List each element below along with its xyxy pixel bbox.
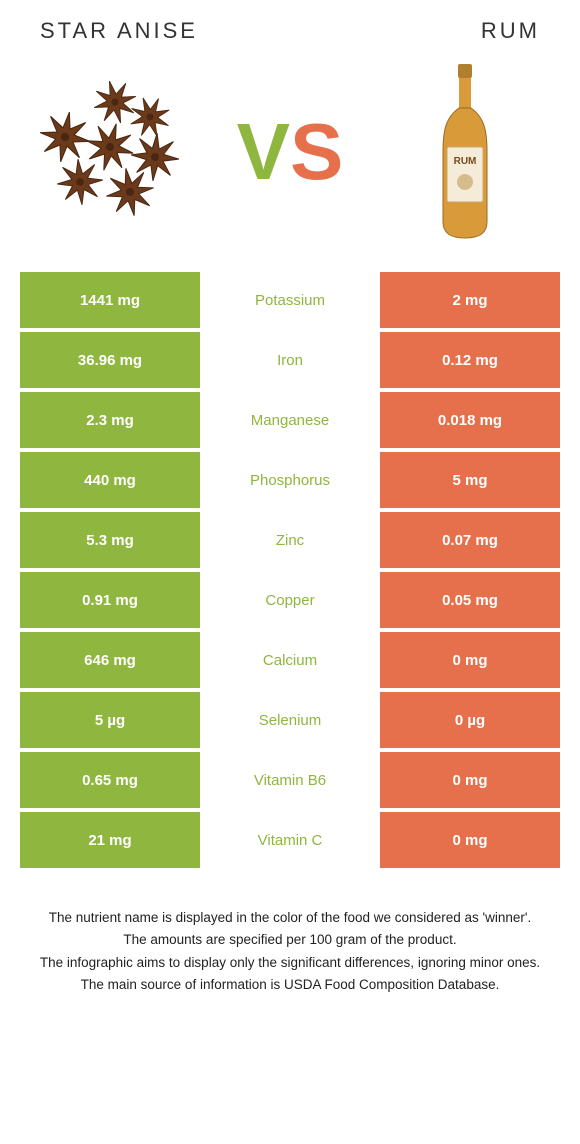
vs-badge: V S (200, 112, 380, 192)
bottle-icon: RUM (425, 62, 505, 242)
value-right: 5 mg (380, 452, 560, 508)
rum-bottle-illustration: RUM (425, 62, 505, 242)
value-left: 1441 mg (20, 272, 200, 328)
comparison-table: 1441 mgPotassium2 mg36.96 mgIron0.12 mg2… (20, 272, 560, 868)
table-row: 440 mgPhosphorus5 mg (20, 452, 560, 508)
value-right: 0 mg (380, 632, 560, 688)
table-row: 36.96 mgIron0.12 mg (20, 332, 560, 388)
vs-letter-s: S (290, 112, 343, 192)
value-right: 0.05 mg (380, 572, 560, 628)
value-left: 5.3 mg (20, 512, 200, 568)
nutrient-name: Phosphorus (200, 452, 380, 508)
table-row: 0.91 mgCopper0.05 mg (20, 572, 560, 628)
value-right: 2 mg (380, 272, 560, 328)
vs-letter-v: V (237, 112, 290, 192)
table-row: 21 mgVitamin C0 mg (20, 812, 560, 868)
table-row: 0.65 mgVitamin B60 mg (20, 752, 560, 808)
nutrient-name: Vitamin B6 (200, 752, 380, 808)
value-left: 0.65 mg (20, 752, 200, 808)
infographic-page: STAR ANISE RUM V S RUM 1441 mgPotassi (0, 0, 580, 995)
value-left: 5 µg (20, 692, 200, 748)
nutrient-name: Zinc (200, 512, 380, 568)
title-right: RUM (481, 18, 540, 44)
footer-line: The infographic aims to display only the… (20, 953, 560, 973)
value-right: 0 mg (380, 752, 560, 808)
table-row: 5.3 mgZinc0.07 mg (20, 512, 560, 568)
value-right: 0 µg (380, 692, 560, 748)
title-row: STAR ANISE RUM (0, 0, 580, 52)
hero-image-left (30, 77, 200, 227)
table-row: 1441 mgPotassium2 mg (20, 272, 560, 328)
value-left: 646 mg (20, 632, 200, 688)
title-left: STAR ANISE (40, 18, 198, 44)
value-left: 440 mg (20, 452, 200, 508)
hero-image-right: RUM (380, 62, 550, 242)
value-right: 0.07 mg (380, 512, 560, 568)
nutrient-name: Vitamin C (200, 812, 380, 868)
value-left: 2.3 mg (20, 392, 200, 448)
value-left: 0.91 mg (20, 572, 200, 628)
value-right: 0.12 mg (380, 332, 560, 388)
nutrient-name: Potassium (200, 272, 380, 328)
value-right: 0.018 mg (380, 392, 560, 448)
star-anise-icon (101, 163, 159, 221)
nutrient-name: Manganese (200, 392, 380, 448)
table-row: 646 mgCalcium0 mg (20, 632, 560, 688)
value-left: 21 mg (20, 812, 200, 868)
nutrient-name: Copper (200, 572, 380, 628)
nutrient-name: Selenium (200, 692, 380, 748)
table-row: 2.3 mgManganese0.018 mg (20, 392, 560, 448)
footer-line: The main source of information is USDA F… (20, 975, 560, 995)
footer-line: The amounts are specified per 100 gram o… (20, 930, 560, 950)
star-anise-illustration (30, 77, 200, 227)
value-left: 36.96 mg (20, 332, 200, 388)
nutrient-name: Calcium (200, 632, 380, 688)
footer-notes: The nutrient name is displayed in the co… (20, 908, 560, 995)
svg-text:RUM: RUM (454, 156, 477, 167)
value-right: 0 mg (380, 812, 560, 868)
footer-line: The nutrient name is displayed in the co… (20, 908, 560, 928)
table-row: 5 µgSelenium0 µg (20, 692, 560, 748)
nutrient-name: Iron (200, 332, 380, 388)
hero-row: V S RUM (0, 52, 580, 272)
